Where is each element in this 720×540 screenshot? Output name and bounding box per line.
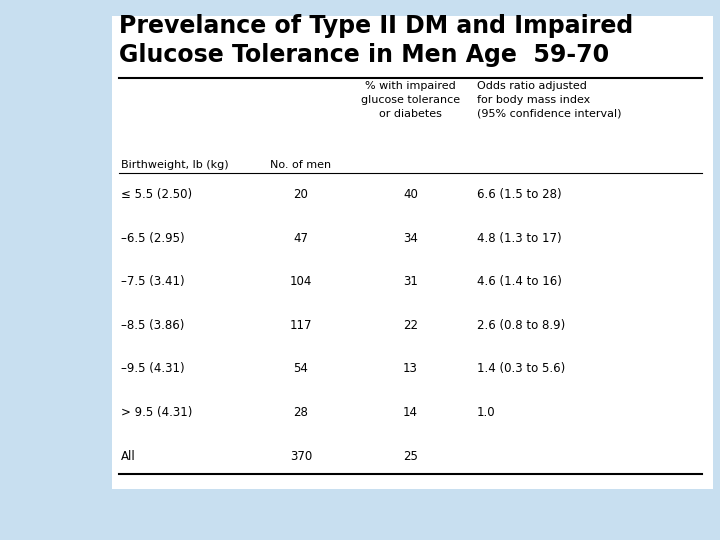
Text: No. of men: No. of men [271, 159, 332, 170]
Text: 14: 14 [403, 406, 418, 419]
Text: 6.6 (1.5 to 28): 6.6 (1.5 to 28) [477, 188, 562, 201]
Text: 1.4 (0.3 to 5.6): 1.4 (0.3 to 5.6) [477, 362, 565, 375]
Text: 54: 54 [294, 362, 308, 375]
Text: 28: 28 [294, 406, 308, 419]
Text: –8.5 (3.86): –8.5 (3.86) [121, 319, 184, 332]
Text: –7.5 (3.41): –7.5 (3.41) [121, 275, 184, 288]
Text: 117: 117 [289, 319, 312, 332]
Text: 2.6 (0.8 to 8.9): 2.6 (0.8 to 8.9) [477, 319, 565, 332]
Text: 4.6 (1.4 to 16): 4.6 (1.4 to 16) [477, 275, 562, 288]
Text: 370: 370 [290, 450, 312, 463]
Text: 104: 104 [290, 275, 312, 288]
Text: Odds ratio adjusted
for body mass index
(95% confidence interval): Odds ratio adjusted for body mass index … [477, 81, 621, 119]
Text: 13: 13 [403, 362, 418, 375]
Text: 20: 20 [294, 188, 308, 201]
Text: Glucose Tolerance in Men Age  59-70: Glucose Tolerance in Men Age 59-70 [119, 43, 609, 67]
Text: > 9.5 (4.31): > 9.5 (4.31) [121, 406, 192, 419]
Text: ≤ 5.5 (2.50): ≤ 5.5 (2.50) [121, 188, 192, 201]
Text: Birthweight, lb (kg): Birthweight, lb (kg) [121, 159, 228, 170]
Text: –6.5 (2.95): –6.5 (2.95) [121, 232, 184, 245]
Text: 40: 40 [403, 188, 418, 201]
Text: 47: 47 [294, 232, 309, 245]
Text: All: All [121, 450, 135, 463]
Text: % with impaired
glucose tolerance
or diabetes: % with impaired glucose tolerance or dia… [361, 81, 460, 119]
Text: Prevelance of Type II DM and Impaired: Prevelance of Type II DM and Impaired [119, 14, 633, 37]
Text: 25: 25 [403, 450, 418, 463]
Text: 34: 34 [403, 232, 418, 245]
Text: 1.0: 1.0 [477, 406, 495, 419]
Text: 4.8 (1.3 to 17): 4.8 (1.3 to 17) [477, 232, 562, 245]
Text: –9.5 (4.31): –9.5 (4.31) [121, 362, 184, 375]
Text: 22: 22 [403, 319, 418, 332]
Text: 31: 31 [403, 275, 418, 288]
